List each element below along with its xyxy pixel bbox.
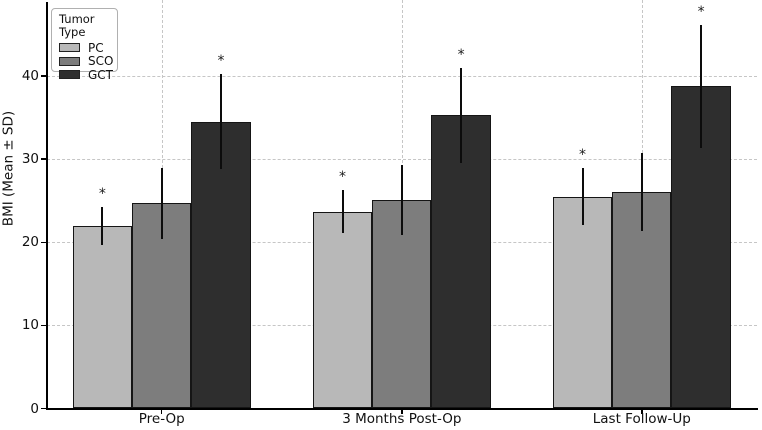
y-tick-label-40: 40: [21, 68, 39, 85]
legend-swatch-GCT: [59, 70, 80, 80]
y-axis-spine: [45, 2, 48, 410]
legend-label-GCT: GCT: [88, 67, 114, 82]
significance-marker-GCT-1: *: [457, 46, 465, 63]
legend-swatch-SCO: [59, 56, 80, 66]
legend-label-PC: PC: [88, 40, 104, 55]
y-tick-10: [41, 324, 47, 327]
x-tick-label-1: 3 Months Post-Op: [342, 411, 462, 427]
x-tick-0: [160, 410, 163, 414]
significance-marker-GCT-0: *: [217, 53, 225, 70]
y-tick-label-20: 20: [21, 234, 39, 251]
legend-entry-SCO: SCO: [59, 55, 117, 69]
y-tick-40: [41, 75, 47, 77]
legend-entry-GCT: GCT: [59, 68, 117, 82]
legend-entries: PC SCO GCT: [59, 41, 117, 82]
bar-PC-1: [312, 211, 373, 409]
y-tick-label-0: 0: [30, 400, 39, 417]
x-tick-2: [641, 410, 643, 414]
error-bar-GCT-2: [700, 24, 703, 148]
x-axis-spine: [45, 408, 758, 410]
error-bar-SCO-1: [400, 165, 403, 235]
legend-label-SCO: SCO: [88, 54, 114, 69]
x-tick-label-0: Pre-Op: [138, 411, 185, 427]
error-bar-GCT-0: [220, 74, 222, 170]
y-tick-30: [41, 158, 47, 160]
error-bar-PC-1: [341, 189, 344, 234]
y-axis-label: BMI (Mean ± SD): [0, 110, 17, 227]
significance-marker-PC-1: *: [339, 168, 346, 185]
error-bar-SCO-2: [640, 153, 643, 232]
bar-GCT-1: [431, 115, 491, 409]
bar-PC-0: [72, 225, 133, 409]
legend-entry-PC: PC: [59, 41, 117, 55]
bar-GCT-0: [191, 121, 251, 409]
significance-marker-PC-0: *: [98, 185, 106, 202]
x-tick-1: [401, 410, 403, 414]
y-tick-20: [41, 241, 47, 244]
significance-marker-GCT-2: *: [697, 3, 705, 20]
error-bar-PC-0: [101, 206, 104, 245]
error-bar-GCT-1: [460, 67, 463, 163]
error-bar-PC-2: [581, 168, 584, 225]
x-tick-label-2: Last Follow-Up: [592, 411, 691, 427]
significance-marker-PC-2: *: [579, 147, 586, 164]
legend-swatch-PC: [59, 43, 80, 53]
legend-title: Tumor Type: [59, 12, 95, 39]
error-bar-SCO-0: [160, 167, 163, 239]
y-tick-label-30: 30: [21, 151, 39, 168]
legend: Tumor Type PC SCO GCT: [51, 8, 118, 81]
y-tick-0: [41, 407, 47, 410]
bar-PC-2: [552, 196, 613, 409]
y-tick-label-10: 10: [21, 317, 39, 334]
